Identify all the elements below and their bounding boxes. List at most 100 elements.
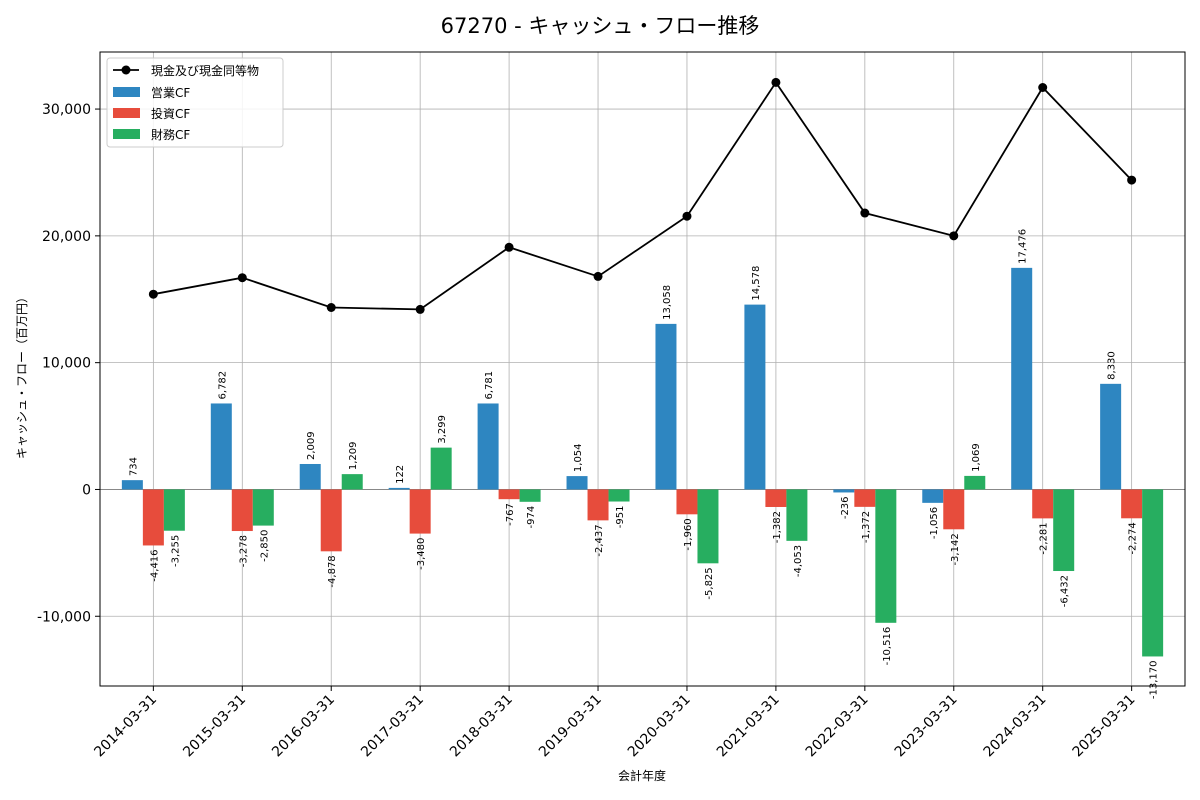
financing-cf-bar bbox=[252, 489, 274, 526]
operating-cf-bar bbox=[922, 489, 944, 503]
operating-cf-bar bbox=[299, 463, 321, 490]
ticks-layer: -10,000 0 10,000 20,000 30,000 2014-03-31 2015… bbox=[37, 102, 1139, 760]
investing-cf-label: -1,960 bbox=[683, 518, 694, 550]
financing-cf-bar bbox=[786, 489, 808, 541]
operating-cf-bar bbox=[744, 304, 766, 490]
cash-equivalents-point bbox=[682, 211, 692, 221]
investing-cf-label: -767 bbox=[505, 503, 516, 526]
investing-cf-label: -4,878 bbox=[327, 555, 338, 587]
y-axis-label: キャッシュ・フロー（百万円） bbox=[15, 291, 29, 459]
x-tick-label: 2025-03-31 bbox=[1070, 692, 1139, 761]
financing-cf-label: -6,432 bbox=[1060, 575, 1071, 607]
operating-cf-bar bbox=[833, 489, 855, 493]
operating-cf-label: 13,058 bbox=[662, 285, 673, 320]
investing-cf-bar bbox=[498, 489, 520, 500]
operating-cf-bar bbox=[388, 487, 410, 490]
operating-cf-bar bbox=[566, 476, 588, 490]
operating-cf-label: 8,330 bbox=[1107, 351, 1118, 380]
investing-cf-label: -2,281 bbox=[1039, 522, 1050, 554]
investing-cf-label: -2,274 bbox=[1128, 522, 1139, 554]
operating-cf-bar bbox=[1100, 383, 1122, 490]
operating-cf-label: 14,578 bbox=[751, 266, 762, 301]
cash-equivalents-point bbox=[593, 271, 603, 281]
x-tick-label: 2024-03-31 bbox=[981, 692, 1050, 761]
investing-cf-bar bbox=[231, 489, 253, 532]
investing-cf-label: -3,142 bbox=[950, 533, 961, 565]
x-tick-label: 2022-03-31 bbox=[803, 692, 872, 761]
cash-equivalents-point bbox=[771, 77, 781, 87]
investing-cf-bar bbox=[943, 489, 965, 530]
investing-cf-label: -1,372 bbox=[861, 511, 872, 543]
y-tick-label: 10,000 bbox=[42, 356, 91, 372]
financing-cf-bar bbox=[163, 489, 185, 531]
financing-cf-label: -3,255 bbox=[170, 535, 181, 567]
operating-cf-label: 122 bbox=[395, 465, 406, 484]
operating-cf-bar bbox=[1011, 267, 1033, 490]
financing-cf-bar bbox=[964, 475, 986, 490]
financing-cf-label: -951 bbox=[615, 506, 626, 529]
financing-cf-label: 1,069 bbox=[971, 443, 982, 472]
financing-cf-bar bbox=[1142, 489, 1164, 657]
financing-cf-bar bbox=[430, 447, 452, 490]
investing-cf-label: -3,480 bbox=[416, 538, 427, 570]
operating-cf-bar bbox=[121, 480, 143, 490]
cash-equivalents-point bbox=[326, 303, 336, 313]
legend-label-financing-cf: 財務CF bbox=[151, 127, 190, 142]
investing-cf-label: -1,382 bbox=[772, 511, 783, 543]
financing-cf-bar bbox=[1053, 489, 1075, 572]
x-tick-label: 2023-03-31 bbox=[892, 692, 961, 761]
y-tick-label: 20,000 bbox=[42, 229, 91, 245]
grid-layer bbox=[100, 52, 1185, 686]
cash-equivalents-point bbox=[1038, 83, 1048, 93]
investing-cf-bar bbox=[409, 489, 431, 534]
cash-line-layer bbox=[148, 77, 1137, 314]
financing-cf-label: -13,170 bbox=[1149, 660, 1160, 699]
financing-cf-label: 1,209 bbox=[348, 441, 359, 470]
legend-swatch-operating-cf bbox=[113, 87, 140, 97]
financing-cf-bar bbox=[519, 489, 541, 502]
legend-label-cash: 現金及び現金同等物 bbox=[151, 63, 259, 78]
investing-cf-bar bbox=[587, 489, 609, 521]
x-tick-label: 2019-03-31 bbox=[536, 692, 605, 761]
cash-equivalents-point bbox=[949, 231, 959, 241]
cash-equivalents-point bbox=[860, 208, 870, 218]
operating-cf-bar bbox=[477, 403, 499, 490]
financing-cf-label: -974 bbox=[526, 506, 537, 529]
x-tick-label: 2015-03-31 bbox=[180, 692, 249, 761]
legend-swatch-investing-cf bbox=[113, 108, 140, 118]
legend-swatch-cash-marker bbox=[121, 65, 131, 75]
financing-cf-label: -5,825 bbox=[704, 567, 715, 599]
financing-cf-bar bbox=[608, 489, 630, 502]
financing-cf-bar bbox=[697, 489, 719, 564]
financing-cf-label: -2,850 bbox=[259, 530, 270, 562]
operating-cf-label: 2,009 bbox=[306, 431, 317, 460]
investing-cf-label: -4,416 bbox=[149, 549, 160, 581]
chart-title: 67270 - キャッシュ・フロー推移 bbox=[441, 14, 760, 38]
operating-cf-label: 734 bbox=[128, 457, 139, 476]
operating-cf-bar bbox=[655, 323, 677, 490]
y-tick-label: 30,000 bbox=[42, 102, 91, 118]
legend-swatch-financing-cf bbox=[113, 129, 140, 139]
financing-cf-label: 3,299 bbox=[437, 415, 448, 444]
investing-cf-label: -3,278 bbox=[238, 535, 249, 567]
investing-cf-bar bbox=[142, 489, 164, 546]
x-tick-label: 2016-03-31 bbox=[269, 692, 338, 761]
investing-cf-bar bbox=[765, 489, 787, 507]
investing-cf-bar bbox=[1032, 489, 1054, 519]
bars-layer bbox=[121, 267, 1164, 657]
investing-cf-bar bbox=[676, 489, 698, 515]
x-tick-label: 2018-03-31 bbox=[447, 692, 516, 761]
operating-cf-label: 6,782 bbox=[217, 371, 228, 400]
operating-cf-label: 17,476 bbox=[1018, 229, 1029, 264]
cash-equivalents-point bbox=[148, 289, 158, 299]
x-tick-label: 2017-03-31 bbox=[358, 692, 427, 761]
x-tick-label: 2020-03-31 bbox=[625, 692, 694, 761]
operating-cf-label: 6,781 bbox=[484, 371, 495, 400]
y-tick-label: 0 bbox=[82, 482, 91, 498]
cash-equivalents-point bbox=[237, 273, 247, 283]
investing-cf-bar bbox=[1121, 489, 1143, 519]
operating-cf-label: 1,054 bbox=[573, 443, 584, 472]
x-axis-label: 会計年度 bbox=[618, 768, 666, 783]
